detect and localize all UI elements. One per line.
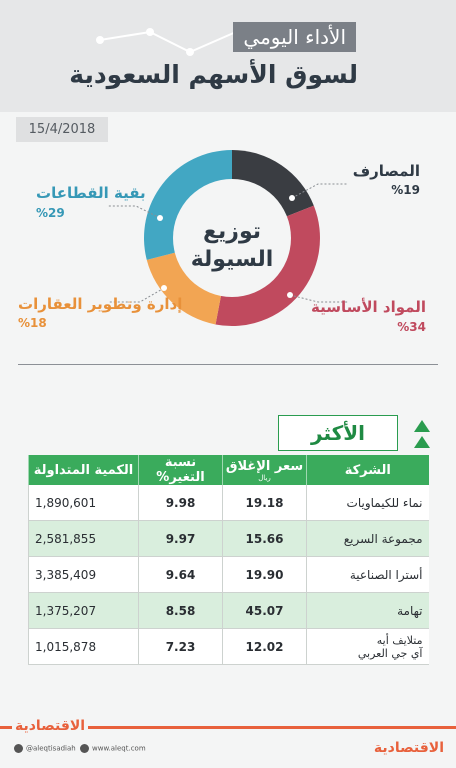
cell-company: نماء للكيماويات [306,485,429,521]
slice-pct-others: %29 [36,206,65,220]
col-header-close: سعر الإغلاق ريال [222,455,307,485]
table-row: أسترا الصناعية 19.90 9.64 3,385,409 [28,556,429,593]
header-title-line2: لسوق الأسهم السعودية [69,60,358,89]
slice-label-materials: المواد الأساسية [311,298,426,316]
slice-label-others: بقية القطاعات [36,184,146,202]
slice-pct-materials: %34 [397,320,426,334]
website-link[interactable]: www.aleqt.com [80,744,146,753]
cell-change: 7.23 [138,628,223,665]
cell-close: 19.90 [222,556,307,593]
slice-pct-banks: %19 [391,183,420,197]
table-row: تهامة 45.07 8.58 1,375,207 [28,592,429,629]
cell-volume: 3,385,409 [28,556,139,593]
cell-volume: 1,890,601 [28,485,139,521]
col-header-close-label: سعر الإغلاق [225,458,304,474]
leader-dot-materials [287,292,293,298]
cell-company: تهامة [306,592,429,629]
header-decoration [96,27,246,56]
cell-close: 19.18 [222,485,307,521]
cell-close: 15.66 [222,520,307,557]
cell-company: أسترا الصناعية [306,556,429,593]
leader-line-realestate [108,287,165,303]
website-text: www.aleqt.com [92,744,146,753]
cell-change: 9.97 [138,520,223,557]
header-banner: الأداء اليومي لسوق الأسهم السعودية [0,0,456,112]
donut-hole [173,179,291,297]
up-arrow-icon [414,420,430,432]
leader-line-others [108,205,161,219]
cell-volume: 1,375,207 [28,592,139,629]
cell-company: متلايف أيه آي جي العربي [306,628,429,665]
cell-close: 12.02 [222,628,307,665]
footer-accent-line [0,726,456,729]
twitter-text: @aleqtisadiah [26,744,76,753]
table-row: مجموعة السريع 15.66 9.97 2,581,855 [28,520,429,557]
center-label-line2: السيولة [191,247,274,272]
leader-dot-others [157,215,163,221]
center-label-line1: توزيع [203,219,261,244]
brand-logo-footer: الاقتصادية [373,740,444,756]
section-title-top-gainers: الأكثر ارتفاعا [278,415,398,479]
up-arrow-icon [414,436,430,448]
slice-label-banks: المصارف [352,162,420,180]
cell-volume: 1,015,878 [28,628,139,665]
twitter-handle[interactable]: @aleqtisadiah [14,744,76,753]
table-header-row: الشركة سعر الإغلاق ريال نسبة التغير% الك… [28,455,429,485]
top-gainers-table: الشركة سعر الإغلاق ريال نسبة التغير% الك… [28,455,429,665]
table-row: متلايف أيه آي جي العربي 12.02 7.23 1,015… [28,628,429,665]
cell-change: 9.98 [138,485,223,521]
leader-line-banks [291,183,348,199]
header-title-line1: الأداء اليومي [233,22,356,52]
cell-company-line2: آي جي العربي [357,646,423,660]
slice-label-realestate: إدارة وتطوير العقارات [18,295,183,313]
col-header-company: الشركة [306,455,429,485]
cell-volume: 2,581,855 [28,520,139,557]
slice-pct-realestate: %18 [18,316,47,330]
brand-logo: الاقتصادية [12,718,89,734]
twitter-icon [14,744,23,753]
date-label: 15/4/2018 [16,117,108,142]
leader-dot-realestate [161,285,167,291]
globe-icon [80,744,89,753]
leader-dot-banks [289,195,295,201]
cell-close: 45.07 [222,592,307,629]
col-header-volume: الكمية المتداولة [28,455,139,485]
cell-change: 8.58 [138,592,223,629]
cell-change: 9.64 [138,556,223,593]
liquidity-donut-chart: توزيع السيولة [108,150,348,326]
col-header-close-unit: ريال [258,473,271,482]
cell-company: مجموعة السريع [306,520,429,557]
section-divider [18,364,438,365]
leader-line-materials [289,294,348,303]
table-row: نماء للكيماويات 19.18 9.98 1,890,601 [28,485,429,521]
col-header-change: نسبة التغير% [138,455,223,485]
cell-company-line1: متلايف أيه [376,633,423,647]
